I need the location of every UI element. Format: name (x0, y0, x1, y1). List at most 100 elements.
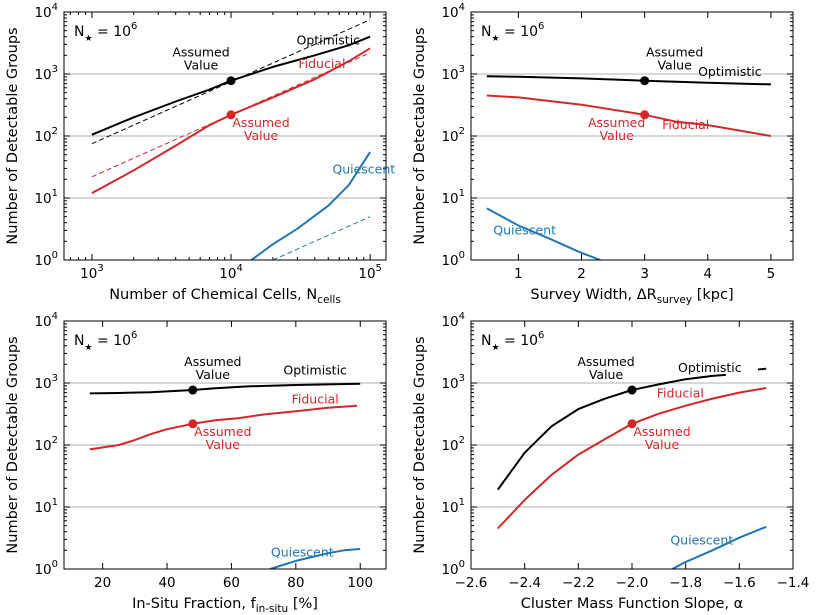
y-tick-label: 104 (441, 311, 465, 330)
x-tick-label: 40 (158, 575, 175, 591)
y-tick-label: 103 (441, 64, 465, 83)
y-tick-label: 103 (34, 373, 58, 392)
fiducial-label: Fiducial (662, 117, 709, 132)
plot-frame (63, 11, 387, 261)
assumed-value-marker (188, 385, 198, 395)
x-tick-label: 104 (219, 263, 243, 282)
x-tick-label: 80 (287, 575, 304, 591)
optimistic-line (496, 373, 726, 491)
y-tick-label: 102 (441, 435, 465, 454)
quiescent-line (250, 151, 371, 260)
nstar-annotation: N★ = 106 (481, 330, 544, 353)
assumed-value-label: Assumed Value (194, 424, 251, 452)
assumed-value-marker (188, 419, 198, 429)
x-axis-label: Survey Width, ΔRsurvey [kpc] (530, 287, 733, 306)
x-tick-label: −1.6 (723, 575, 756, 591)
y-tick-label: 100 (34, 250, 58, 269)
quiescent-label: Quiescent (332, 161, 395, 176)
y-tick-label: 101 (441, 188, 465, 207)
x-tick-label: 3 (640, 266, 649, 282)
y-tick-label: 102 (34, 435, 58, 454)
series-group (89, 382, 361, 569)
nstar-annotation: N★ = 106 (481, 21, 544, 44)
x-tick-label: −2.0 (616, 575, 649, 591)
assumed-value-label: Assumed Value (577, 354, 634, 382)
optimistic-label: Optimistic (698, 64, 762, 79)
x-tick-label: 20 (94, 575, 111, 591)
x-tick-label: 1 (514, 266, 523, 282)
y-axis-label: Number of Detectable Groups (412, 336, 428, 553)
panel-top-right: 100 101 102 103 104 1 2 3 4 5 Optimistic Fiducial Qu… (412, 2, 794, 306)
assumed-value-label: Assumed Value (646, 45, 703, 73)
quiescent-line (269, 548, 361, 569)
nstar-annotation: N★ = 106 (74, 330, 137, 353)
fiducial-label: Fiducial (657, 386, 704, 401)
x-tick-label: −2.2 (562, 575, 595, 591)
plot-frame (470, 11, 794, 261)
y-tick-label: 104 (441, 2, 465, 21)
x-tick-label: −1.8 (669, 575, 702, 591)
y-tick-label: 101 (441, 497, 465, 516)
y-axis-label: Number of Detectable Groups (5, 27, 21, 244)
optimistic-line (89, 382, 361, 395)
panel-top-left: 100 101 102 103 104 103 104 105 Optimistic Fiduci… (5, 2, 395, 306)
y-tick-label: 100 (34, 559, 58, 578)
optimistic-line (91, 35, 371, 136)
y-tick-label: 103 (34, 64, 58, 83)
optimistic-label: Optimistic (283, 362, 347, 377)
quiescent-line (671, 525, 767, 569)
quiescent-scaling-line (272, 216, 371, 260)
plot-frame (63, 320, 387, 570)
x-tick-label: 2 (577, 266, 586, 282)
y-tick-label: 104 (34, 2, 58, 21)
y-tick-label: 104 (34, 311, 58, 330)
fiducial-label: Fiducial (292, 391, 339, 406)
x-tick-label: 4 (703, 266, 712, 282)
y-tick-label: 102 (34, 126, 58, 145)
nstar-annotation: N★ = 106 (74, 21, 137, 44)
y-tick-label: 101 (34, 188, 58, 207)
optimistic-label: Optimistic (678, 360, 742, 375)
x-axis-label: Cluster Mass Function Slope, α (521, 596, 743, 612)
y-axis-label: Number of Detectable Groups (5, 336, 21, 553)
optimistic-line (486, 75, 771, 86)
assumed-value-marker (226, 110, 236, 120)
panel-bottom-right: 100 101 102 103 104 −2.6 −2.4 −2.2 −2.0 −1.8 −1.6 −… (412, 311, 809, 612)
assumed-value-label: Assumed Value (588, 115, 645, 143)
y-tick-label: 100 (441, 250, 465, 269)
x-tick-label: −2.4 (508, 575, 541, 591)
x-tick-label: 100 (347, 575, 373, 591)
x-tick-label: 105 (358, 263, 382, 282)
assumed-value-label: Assumed Value (184, 354, 241, 382)
x-axis-label: Number of Chemical Cells, Ncells (109, 287, 341, 306)
panel-bottom-left: 100 101 102 103 104 20 40 60 80 100 Optimistic Fidu… (5, 311, 387, 615)
assumed-value-marker (226, 76, 236, 86)
assumed-value-label: Assumed Value (633, 424, 690, 452)
assumed-value-label: Assumed Value (232, 115, 289, 143)
quiescent-label: Quiescent (670, 532, 733, 547)
y-axis-label: Number of Detectable Groups (412, 27, 428, 244)
y-tick-label: 103 (441, 373, 465, 392)
fiducial-line (89, 404, 358, 451)
assumed-value-marker (640, 110, 650, 120)
optimistic-label: Optimistic (296, 32, 360, 47)
assumed-value-marker (627, 419, 637, 429)
assumed-value-label: Assumed Value (172, 45, 229, 73)
quiescent-line (486, 207, 601, 260)
quiescent-label: Quiescent (271, 544, 334, 559)
x-tick-label: −1.4 (777, 575, 810, 591)
assumed-value-marker (627, 385, 637, 395)
x-tick-label: −2.6 (455, 575, 488, 591)
y-tick-label: 101 (34, 497, 58, 516)
plot-frame (470, 320, 794, 570)
fiducial-label: Fiducial (298, 56, 345, 71)
x-axis-label: In-Situ Fraction, fin-situ [%] (132, 596, 318, 615)
x-tick-label: 60 (223, 575, 240, 591)
x-tick-label: 5 (767, 266, 776, 282)
optimistic-tail-line (758, 367, 767, 371)
y-tick-label: 102 (441, 126, 465, 145)
quiescent-label: Quiescent (493, 222, 556, 237)
y-tick-label: 100 (441, 559, 465, 578)
assumed-value-marker (640, 76, 650, 86)
